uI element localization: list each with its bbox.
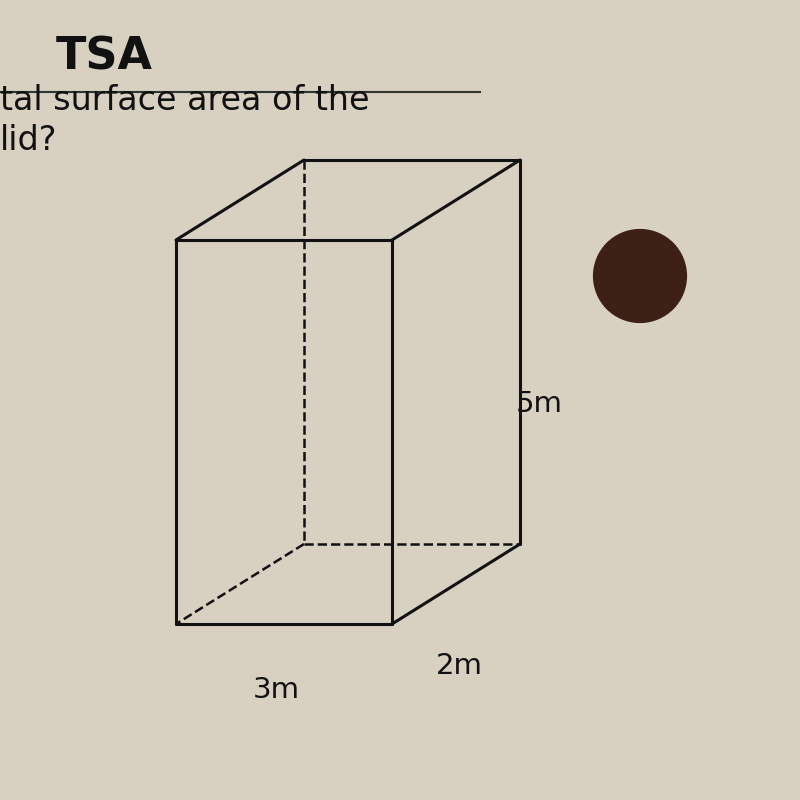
Text: TSA: TSA <box>56 36 153 79</box>
Text: lid?: lid? <box>0 124 58 157</box>
Text: 2m: 2m <box>436 652 483 680</box>
Text: tal surface area of the: tal surface area of the <box>0 84 370 117</box>
Text: 3m: 3m <box>253 676 299 704</box>
Circle shape <box>594 230 686 322</box>
Text: 5m: 5m <box>516 390 563 418</box>
